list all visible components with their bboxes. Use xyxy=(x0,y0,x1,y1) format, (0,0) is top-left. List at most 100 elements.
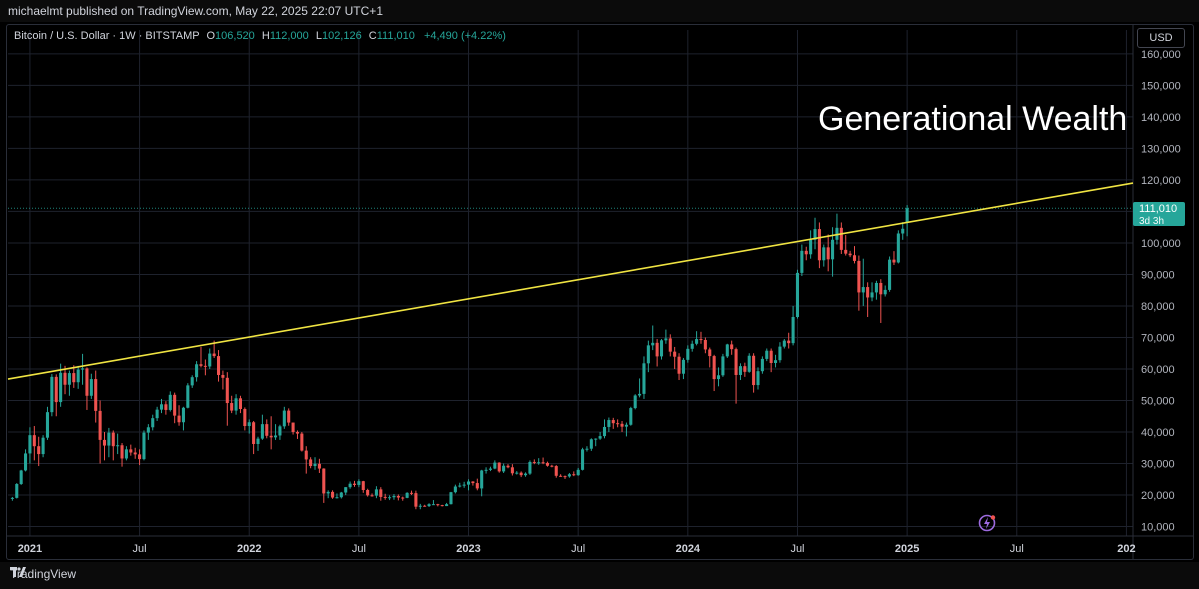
footer-bar: TradingView xyxy=(0,562,1199,589)
y-tick-label: 150,000 xyxy=(1141,80,1181,92)
tradingview-brand[interactable]: TradingView xyxy=(10,567,76,581)
candle-body xyxy=(19,470,23,485)
candle-body xyxy=(721,356,725,376)
candle-body xyxy=(326,491,330,494)
candle-body xyxy=(102,439,107,446)
candle-body xyxy=(791,316,795,344)
candle-body xyxy=(427,504,431,507)
candle-body xyxy=(493,462,497,469)
candle-body xyxy=(89,379,93,396)
candle-body xyxy=(883,289,887,295)
x-tick-label: Jul xyxy=(1010,543,1024,555)
candle-body xyxy=(602,426,607,437)
candle-body xyxy=(405,492,409,498)
y-tick-label: 160,000 xyxy=(1141,49,1181,61)
candle-body xyxy=(366,489,370,496)
candle-body xyxy=(199,364,203,366)
x-tick-label: Jul xyxy=(571,543,585,555)
candle-body xyxy=(317,463,321,469)
candle-body xyxy=(335,497,339,499)
candle-body xyxy=(874,282,878,293)
candle-body xyxy=(769,350,773,364)
candle-body xyxy=(795,272,800,317)
current-price-value: 111,010 xyxy=(1139,203,1178,215)
candle-body xyxy=(545,462,550,466)
candle-body xyxy=(861,287,865,293)
candle-body xyxy=(896,233,900,263)
brand-name: TradingView xyxy=(10,567,77,581)
candle-body xyxy=(852,255,857,261)
candle-body xyxy=(730,344,734,350)
candle-body xyxy=(471,481,475,484)
candle-body xyxy=(133,452,137,455)
candle-body xyxy=(866,287,870,298)
open-value: 106,520 xyxy=(215,30,255,42)
candle-body xyxy=(699,339,703,341)
candle-body xyxy=(173,394,177,416)
candle-body xyxy=(190,377,194,386)
candle-body xyxy=(563,476,567,478)
candle-body xyxy=(576,469,580,476)
candle-body xyxy=(673,351,677,357)
candle-body xyxy=(901,228,905,234)
candle-body xyxy=(107,432,111,446)
x-tick-label: 2023 xyxy=(456,543,480,555)
candle-body xyxy=(225,377,229,404)
candle-body xyxy=(392,495,396,498)
candle-body xyxy=(120,445,124,459)
x-tick-label: 2024 xyxy=(676,543,701,555)
chart-annotation-text[interactable]: Generational Wealth xyxy=(818,100,1128,138)
lightning-icon[interactable] xyxy=(978,514,996,532)
candle-body xyxy=(138,454,142,460)
symbol-title[interactable]: Bitcoin / U.S. Dollar · 1W · BITSTAMP xyxy=(14,30,200,42)
candle-body xyxy=(484,469,488,471)
candle-body xyxy=(278,426,282,436)
candle-body xyxy=(524,473,528,476)
candle-body xyxy=(331,491,335,498)
candle-body xyxy=(624,424,628,427)
candle-body xyxy=(480,470,484,489)
x-tick-label: Jul xyxy=(790,543,804,555)
candle-body xyxy=(809,239,813,255)
chart-frame[interactable] xyxy=(6,24,1194,560)
y-tick-label: 80,000 xyxy=(1141,301,1175,313)
candle-body xyxy=(431,504,435,506)
candle-body xyxy=(230,403,234,411)
currency-selector[interactable]: USD xyxy=(1137,28,1185,48)
candle-body xyxy=(581,449,585,470)
candle-body xyxy=(646,345,650,364)
candle-body xyxy=(831,239,835,260)
y-tick-label: 120,000 xyxy=(1141,175,1181,187)
candle-body xyxy=(633,395,637,409)
candle-body xyxy=(708,349,712,357)
candle-body xyxy=(260,424,264,439)
candle-body xyxy=(826,247,830,260)
candle-body xyxy=(879,282,883,295)
candle-body xyxy=(743,366,747,372)
candle-body xyxy=(703,340,707,350)
candle-body xyxy=(155,409,159,419)
x-tick-label: Jul xyxy=(352,543,366,555)
candle-body xyxy=(436,504,440,506)
x-tick-label: 2025 xyxy=(895,543,919,555)
candle-body xyxy=(98,410,102,440)
candle-body xyxy=(905,208,909,223)
candle-body xyxy=(41,437,45,455)
candle-body xyxy=(681,359,685,374)
candle-body xyxy=(111,432,115,447)
candle-body xyxy=(888,259,892,290)
candle-body xyxy=(151,418,155,428)
candle-body xyxy=(72,373,76,383)
candle-body xyxy=(515,472,519,474)
candle-body xyxy=(550,465,554,467)
candle-body xyxy=(37,446,41,455)
candle-body xyxy=(67,373,71,385)
y-tick-label: 70,000 xyxy=(1141,332,1175,344)
candle-body xyxy=(813,229,817,240)
candle-body xyxy=(15,484,19,498)
candle-body xyxy=(506,465,510,468)
candle-body xyxy=(488,468,492,470)
y-tick-label: 30,000 xyxy=(1141,459,1175,471)
candle-body xyxy=(620,423,624,427)
